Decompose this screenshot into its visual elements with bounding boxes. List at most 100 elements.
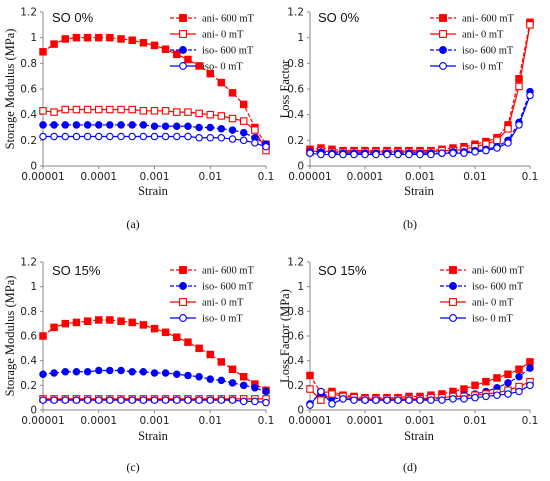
y-tick-label: 1 — [297, 32, 304, 44]
data-point — [161, 369, 170, 377]
data-point — [328, 390, 336, 398]
y-tick-label: 1.2 — [287, 7, 304, 19]
data-point — [206, 134, 215, 142]
x-axis-label: Strain — [138, 429, 169, 443]
data-point — [449, 298, 457, 306]
data-point — [372, 150, 380, 159]
data-point — [438, 149, 446, 157]
data-point — [460, 395, 468, 403]
data-point — [161, 45, 170, 53]
x-tick-label: 0.01 — [199, 415, 222, 427]
legend-label: iso- 600 mT — [462, 46, 514, 57]
data-point — [239, 128, 248, 137]
data-point — [206, 110, 215, 119]
data-point — [328, 400, 336, 408]
data-point — [306, 385, 314, 393]
y-tick-label: 0.2 — [287, 135, 304, 147]
data-point — [328, 150, 336, 159]
data-point — [106, 316, 114, 324]
data-point — [106, 105, 114, 114]
data-point — [449, 282, 457, 290]
x-tick-label: 0.00001 — [288, 171, 331, 183]
data-point — [372, 396, 380, 404]
y-tick-label: 0 — [297, 161, 304, 173]
data-point — [61, 396, 70, 404]
data-point — [173, 108, 181, 116]
data-point — [83, 317, 92, 325]
data-point — [383, 150, 391, 159]
legend-label: iso- 600 mT — [472, 282, 524, 293]
series-iso-0-mt — [39, 132, 270, 151]
data-point — [339, 395, 347, 403]
data-point — [72, 132, 81, 141]
data-point — [195, 123, 203, 132]
data-point — [195, 134, 203, 142]
y-tick-label: 0.2 — [20, 380, 37, 392]
data-point — [83, 368, 92, 376]
y-tick-label: 0.8 — [287, 306, 304, 318]
data-point — [139, 368, 148, 376]
data-point — [228, 135, 237, 143]
data-point — [39, 396, 47, 404]
data-point — [217, 376, 226, 385]
data-point — [95, 105, 103, 114]
data-point — [361, 150, 369, 159]
data-point — [449, 266, 457, 274]
data-point — [83, 121, 92, 129]
data-point — [493, 374, 501, 382]
y-tick-label: 0.6 — [20, 84, 37, 96]
data-point — [106, 132, 114, 141]
data-point — [251, 397, 259, 406]
panel-c: 0 0.2 0.4 0.6 0.8 1 1.2 0.00001 0.0001 0.001 0.01 0… — [3, 257, 274, 475]
panel-annotation: SO 0% — [52, 10, 94, 25]
data-point — [206, 350, 215, 359]
data-point — [72, 318, 81, 327]
data-point — [150, 396, 159, 404]
legend-label: ani- 0 mT — [462, 30, 504, 41]
series-line — [309, 22, 531, 152]
data-point — [50, 369, 58, 377]
data-point — [161, 396, 170, 404]
data-point — [493, 391, 501, 399]
data-point — [317, 150, 325, 159]
data-point — [439, 46, 447, 54]
data-point — [61, 132, 70, 141]
x-tick-label: 0.1 — [258, 171, 275, 183]
data-point — [526, 358, 534, 366]
data-point — [195, 109, 203, 118]
legend-label: ani- 600 mT — [202, 14, 254, 25]
data-point — [72, 105, 81, 114]
series-iso-600-mt — [39, 366, 270, 396]
panel-d: 0 0.2 0.4 0.6 0.8 1 1.2 0.00001 0.0001 0.001 0.01 0… — [278, 257, 538, 475]
data-point — [61, 319, 70, 328]
data-point — [179, 14, 187, 22]
data-point — [317, 387, 325, 396]
data-point — [184, 371, 192, 380]
y-tick-label: 1 — [30, 32, 37, 44]
data-point — [504, 139, 512, 147]
data-point — [83, 105, 92, 114]
legend: ani- 600 mT ani- 0 mT iso- 600 mT iso- 0 mT — [170, 14, 254, 73]
data-point — [179, 282, 187, 290]
data-point — [262, 143, 270, 151]
data-point — [439, 30, 447, 38]
y-tick-label: 1 — [297, 281, 304, 293]
data-point — [179, 30, 187, 38]
data-point — [61, 35, 70, 43]
data-point — [83, 396, 92, 404]
x-axis-label: Strain — [138, 184, 169, 198]
legend-label: ani- 600 mT — [472, 266, 524, 277]
x-tick-label: 0.00001 — [21, 415, 64, 427]
series-iso-0-mt — [306, 91, 534, 159]
panel-caption: (c) — [126, 460, 139, 474]
y-tick-label: 0.6 — [287, 331, 304, 343]
legend-label: ani- 600 mT — [202, 266, 254, 277]
data-point — [128, 318, 136, 327]
data-point — [39, 121, 47, 129]
y-tick-label: 0.8 — [20, 306, 37, 318]
legend-label: ani- 0 mT — [202, 298, 244, 309]
data-point — [173, 132, 181, 141]
y-tick-label: 0.4 — [20, 355, 37, 367]
data-point — [150, 122, 159, 130]
